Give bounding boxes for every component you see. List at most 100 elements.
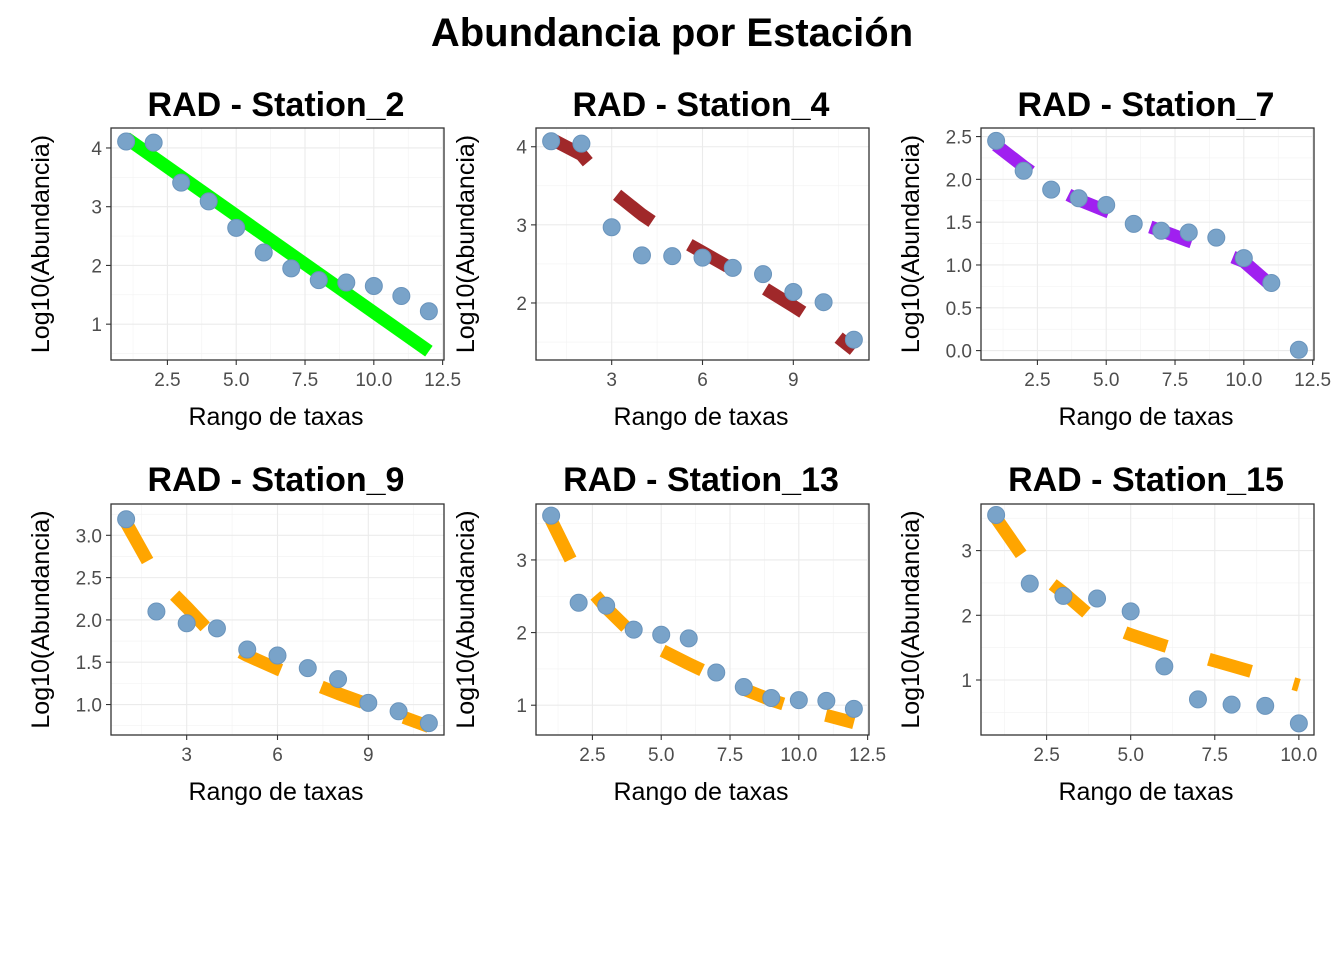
grid bbox=[536, 504, 869, 735]
panel-border bbox=[980, 503, 1315, 736]
data-point bbox=[177, 614, 196, 633]
y-tick-label: 0.5 bbox=[946, 299, 972, 320]
data-point bbox=[1124, 214, 1143, 233]
panel-4: 3 6 9 1.0 1.5 2.0 2.5 3.0 RAD - Station_9 Rango d… bbox=[27, 461, 445, 806]
data-point bbox=[597, 596, 616, 615]
y-axis-title: Log10(Abundancia) bbox=[897, 510, 925, 728]
y-tick-label: 4 bbox=[516, 138, 527, 159]
y-tick-label: 1 bbox=[516, 696, 527, 717]
data-point bbox=[199, 192, 218, 211]
data-point bbox=[1042, 180, 1061, 199]
data-point bbox=[987, 131, 1006, 150]
data-point bbox=[1207, 228, 1226, 247]
plot-background bbox=[536, 504, 869, 735]
x-tick-label: 10.0 bbox=[1280, 745, 1317, 766]
x-tick-label: 5.0 bbox=[1117, 745, 1143, 766]
data-point bbox=[762, 688, 781, 707]
data-points bbox=[542, 506, 863, 718]
y-tick-label: 2 bbox=[516, 294, 527, 315]
x-axis-title: Rango de taxas bbox=[188, 403, 363, 431]
data-point bbox=[817, 691, 836, 710]
data-point bbox=[569, 593, 588, 612]
x-tick-label: 10.0 bbox=[355, 370, 392, 391]
data-point bbox=[844, 699, 863, 718]
panel-1: 2.5 5.0 7.5 10.0 12.5 1 2 3 4 RAD - Station_2 Rang… bbox=[27, 86, 461, 431]
data-points bbox=[542, 132, 863, 349]
x-tick-label: 5.0 bbox=[648, 745, 674, 766]
y-axis-title: Log10(Abundancia) bbox=[452, 510, 480, 728]
data-point bbox=[734, 678, 753, 697]
data-point bbox=[1289, 714, 1308, 733]
data-point bbox=[723, 258, 742, 277]
x-tick-label: 6 bbox=[272, 745, 283, 766]
x-tick-label: 5.0 bbox=[1093, 370, 1119, 391]
data-point bbox=[789, 691, 808, 710]
x-tick-label: 12.5 bbox=[1294, 370, 1331, 391]
data-point bbox=[652, 625, 671, 644]
y-axis-title: Log10(Abundancia) bbox=[27, 510, 55, 728]
y-tick-label: 0.0 bbox=[946, 342, 972, 363]
data-point bbox=[309, 271, 328, 290]
x-tick-label: 12.5 bbox=[424, 370, 461, 391]
y-axis-title: Log10(Abundancia) bbox=[897, 135, 925, 353]
panel-2: 3 6 9 2 3 4 RAD - Station_4 Rango de taxas Log10… bbox=[452, 86, 870, 431]
x-tick-label: 6 bbox=[697, 370, 708, 391]
data-point bbox=[693, 248, 712, 267]
x-axis-title: Rango de taxas bbox=[188, 778, 363, 806]
data-point bbox=[542, 506, 561, 525]
x-tick-label: 7.5 bbox=[1202, 745, 1228, 766]
data-point bbox=[1234, 249, 1253, 268]
data-point bbox=[268, 646, 287, 665]
y-tick-label: 3.0 bbox=[76, 526, 102, 547]
data-point bbox=[844, 330, 863, 349]
panel-title: RAD - Station_4 bbox=[573, 86, 830, 124]
y-tick-label: 1.5 bbox=[76, 653, 102, 674]
y-tick-label: 4 bbox=[91, 139, 102, 160]
grid bbox=[111, 504, 444, 735]
grid bbox=[981, 128, 1314, 360]
data-point bbox=[419, 302, 438, 321]
y-tick-label: 3 bbox=[91, 198, 102, 219]
data-point bbox=[419, 714, 438, 733]
y-tick-label: 1 bbox=[91, 315, 102, 336]
grid bbox=[536, 128, 869, 360]
data-point bbox=[784, 283, 803, 302]
y-tick-label: 2.0 bbox=[76, 611, 102, 632]
data-points bbox=[987, 131, 1308, 359]
data-point bbox=[364, 276, 383, 295]
data-point bbox=[1256, 696, 1275, 715]
panel-border bbox=[535, 503, 870, 736]
y-axis-title: Log10(Abundancia) bbox=[27, 135, 55, 353]
fitted-line bbox=[122, 132, 433, 357]
x-tick-label: 7.5 bbox=[1162, 370, 1188, 391]
data-point bbox=[1289, 340, 1308, 359]
panel-5: 2.5 5.0 7.5 10.0 12.5 1 2 3 RAD - Station_13 Rang… bbox=[452, 461, 886, 806]
x-tick-label: 7.5 bbox=[717, 745, 743, 766]
data-point bbox=[1020, 574, 1039, 593]
panel-6: 2.5 5.0 7.5 10.0 1 2 3 RAD - Station_15 Rango de… bbox=[897, 461, 1317, 806]
x-tick-label: 9 bbox=[788, 370, 799, 391]
data-point bbox=[1179, 223, 1198, 242]
fitted-line bbox=[120, 519, 432, 733]
data-point bbox=[1222, 695, 1241, 714]
panel-title: RAD - Station_2 bbox=[148, 86, 405, 124]
panel-title: RAD - Station_9 bbox=[148, 461, 405, 499]
data-point bbox=[1054, 586, 1073, 605]
data-point bbox=[1121, 602, 1140, 621]
data-point bbox=[679, 629, 698, 648]
plot-background bbox=[981, 504, 1314, 735]
y-tick-label: 2 bbox=[91, 256, 102, 277]
x-tick-label: 2.5 bbox=[579, 745, 605, 766]
y-tick-label: 1 bbox=[961, 671, 972, 692]
y-tick-label: 2 bbox=[516, 624, 527, 645]
data-point bbox=[1152, 221, 1171, 240]
panel-title: RAD - Station_15 bbox=[1008, 461, 1284, 499]
data-point bbox=[1155, 657, 1174, 676]
x-tick-label: 5.0 bbox=[223, 370, 249, 391]
y-tick-label: 3 bbox=[516, 551, 527, 572]
data-point bbox=[663, 247, 682, 266]
data-point bbox=[359, 693, 378, 712]
data-point bbox=[117, 510, 136, 529]
